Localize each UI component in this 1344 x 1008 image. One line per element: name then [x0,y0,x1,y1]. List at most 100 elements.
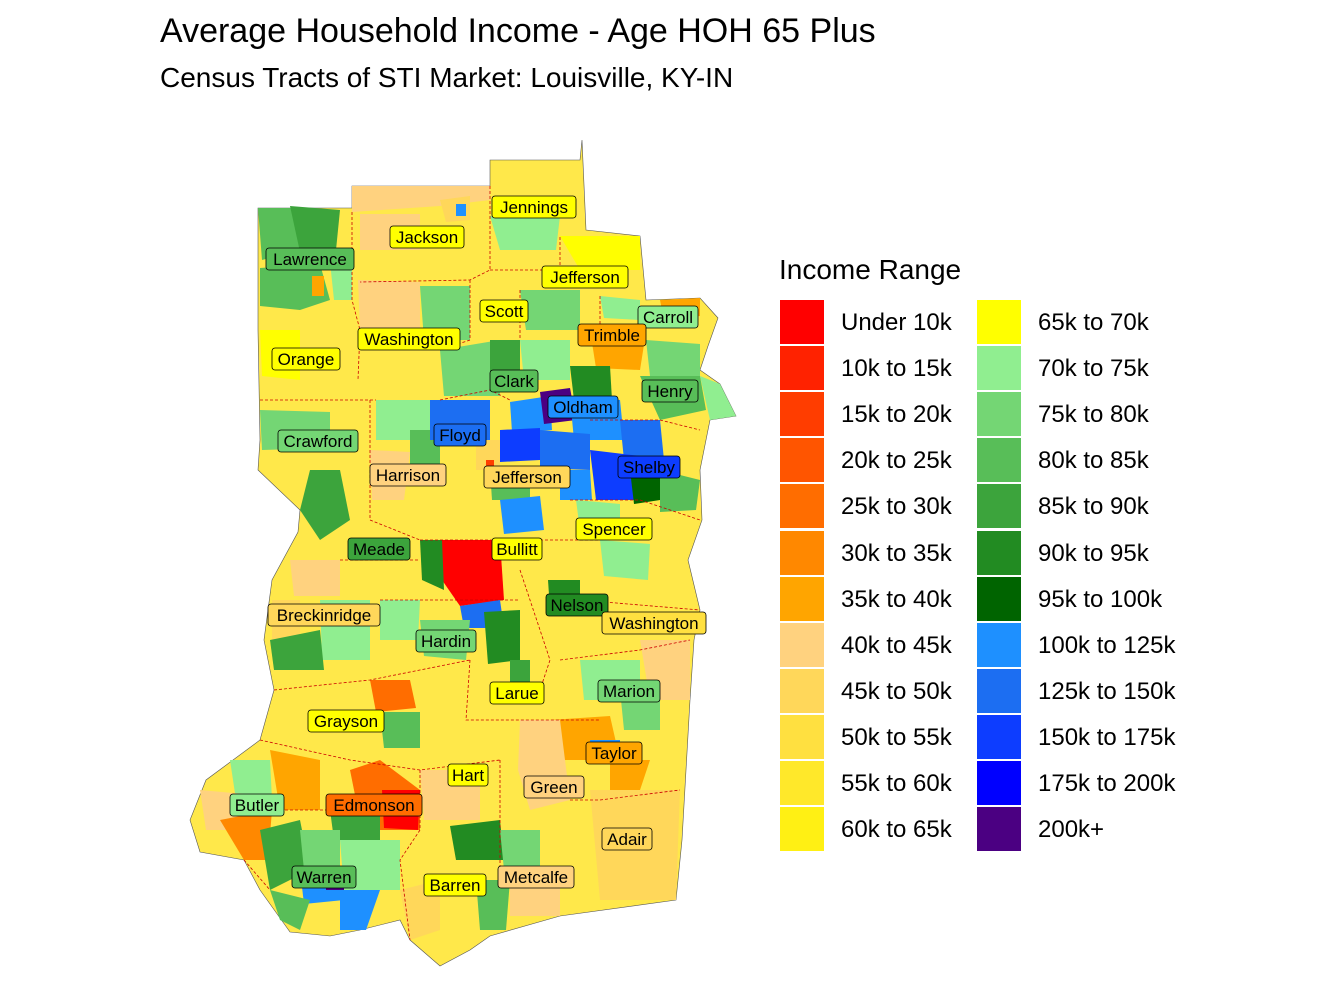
tract-patch [570,366,612,400]
tract-patch [290,560,340,596]
tract-patch [258,208,300,260]
county-label: Barren [423,873,487,897]
county-label: Green [523,775,585,799]
county-name: Scott [485,302,524,321]
tract-patch [370,680,416,712]
tract-patch [300,830,340,870]
county-label: Shelby [617,455,681,479]
county-name: Bullitt [496,540,538,559]
county-label: Adair [601,827,653,851]
county-label: Oldham [547,395,619,419]
tract-patch [500,830,540,870]
tract-patch [510,396,552,432]
legend-swatch [780,622,824,667]
legend-swatch [977,484,1021,529]
legend-swatch [977,576,1021,621]
legend-label: 150k to 175k [1038,723,1176,751]
tract-patch [600,296,640,320]
county-label: Jefferson [483,465,571,489]
county-boundary [465,659,600,721]
county-name: Shelby [623,458,675,477]
county-name: Trimble [584,326,640,345]
county-labels: Jennings Jackson Lawrence Jefferson Scot… [229,195,707,897]
tract-patch [440,540,504,606]
tract-patch [358,280,420,330]
tract-patch [220,810,272,860]
legend-label: 35k to 40k [841,585,952,613]
county-label: Spencer [575,517,653,541]
county-label: Warren [291,865,357,889]
county-name: Oldham [553,398,613,417]
legend-swatch [780,714,824,759]
tract-patch [230,760,272,800]
tract-patch [290,206,340,252]
county-name: Butler [235,796,280,815]
county-label: Hart [447,763,489,787]
county-boundary [559,639,691,661]
legend-label: 200k+ [1038,816,1105,844]
county-name: Washington [364,330,453,349]
legend-label: 125k to 150k [1038,677,1176,705]
legend-label: 20k to 25k [841,447,952,475]
county-name: Crawford [284,432,353,451]
legend-label: 25k to 30k [841,493,952,521]
county-name: Lawrence [273,250,347,269]
legend-label: 50k to 55k [841,723,952,751]
county-name: Jackson [396,228,458,247]
tract-patch [560,236,640,270]
county-label: Crawford [277,429,359,453]
tract-patch [300,470,350,540]
legend-label: 55k to 60k [841,770,952,797]
county-label: Grayson [307,709,385,733]
legend-swatch [977,761,1021,805]
legend-swatch [977,622,1021,667]
county-label: Henry [641,379,699,403]
county-name: Edmonson [333,796,414,815]
county-name: Hardin [421,632,471,651]
legend-label: 75k to 80k [1038,401,1149,429]
county-label: Breckinridge [267,603,381,627]
county-boundary [570,499,701,521]
county-boundary [273,659,471,691]
county-label: Nelson [545,593,609,617]
legend-label: 70k to 75k [1038,355,1149,383]
legend-label: 80k to 85k [1038,447,1149,475]
legend-label: 90k to 95k [1038,539,1149,567]
tract-patch [500,496,544,534]
legend-label: 40k to 45k [841,631,952,659]
tract-patch [490,216,560,250]
county-name: Jefferson [550,268,620,287]
county-label: Lawrence [265,247,355,271]
county-label: Clark [489,369,539,393]
county-boundary [519,569,551,691]
county-name: Taylor [591,744,637,763]
legend-swatch [780,438,824,483]
county-label: Larue [489,681,545,705]
county-name: Orange [278,350,335,369]
county-label: Meade [347,537,411,561]
county-label: Taylor [585,741,643,765]
tract-patch [700,376,736,420]
county-name: Adair [607,830,647,849]
county-name: Barren [429,876,480,895]
county-label: Carroll [637,305,699,329]
legend-swatch [780,576,824,621]
tract-patch [484,610,520,664]
legend-swatch [977,668,1021,713]
tract-patch [450,820,504,860]
tract-patch [380,712,420,748]
county-name: Floyd [439,426,481,445]
county-name: Green [530,778,577,797]
legend-swatch [780,807,824,852]
tract-patch [260,264,330,310]
tract-patch [270,890,310,930]
county-boundary [243,859,271,891]
legend-swatch [780,530,824,575]
county-name: Spencer [582,520,646,539]
county-name: Meade [353,540,405,559]
tract-patch [620,420,664,460]
county-boundary [590,419,701,431]
county-name: Jefferson [492,468,562,487]
county-label: Washington [357,327,461,351]
legend-label: 30k to 35k [841,539,952,567]
